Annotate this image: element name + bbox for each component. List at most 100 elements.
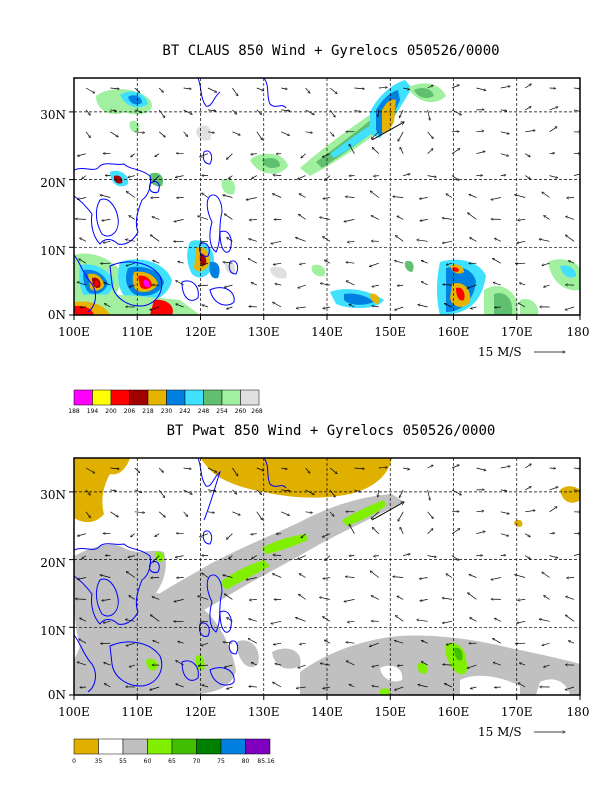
wind-vector	[476, 467, 486, 470]
wind-vector	[399, 109, 404, 118]
panel2-lon-label: 130E	[248, 705, 280, 719]
wind-vector	[198, 596, 209, 600]
wind-vector	[544, 596, 550, 600]
wind-vector	[346, 642, 355, 643]
panel2-lat-label: 0N	[48, 688, 66, 702]
wind-vector	[323, 237, 331, 242]
wind-vector	[202, 305, 209, 308]
panel1-colorbar-label: 218	[142, 408, 154, 415]
wind-vector	[301, 153, 306, 158]
wind-vector	[525, 130, 535, 133]
wind-vector	[451, 175, 459, 181]
wind-vector	[298, 664, 306, 668]
wind-vector	[224, 214, 233, 220]
wind-vector	[275, 664, 282, 665]
wind-vector	[176, 281, 184, 286]
wind-vector	[129, 664, 135, 667]
wind-vector	[451, 149, 460, 154]
wind-vector	[134, 467, 140, 473]
wind-vector	[470, 238, 477, 242]
wind-vector	[500, 153, 509, 156]
wind-vector	[131, 533, 136, 537]
panel2-axis-ticks	[69, 491, 581, 700]
wind-vector	[251, 282, 257, 286]
wind-vector	[305, 512, 313, 513]
wind-vector	[299, 194, 306, 198]
wind-vector	[198, 665, 209, 666]
wind-vector	[403, 174, 410, 176]
wind-vector	[246, 197, 257, 200]
panel1-lon-label: 170E	[501, 325, 533, 339]
wind-vector	[542, 572, 550, 578]
wind-vector	[567, 198, 575, 199]
wind-vector	[393, 577, 404, 578]
panel1-colorbar: 188 194 200 206 218 230 242 248 254 260 …	[68, 389, 263, 415]
wind-vector	[85, 467, 95, 473]
wind-vector	[249, 686, 257, 687]
wind-vector	[158, 131, 165, 137]
wind-vector	[320, 283, 331, 286]
panel1-lat-label: 0N	[48, 308, 66, 322]
wind-vector	[183, 511, 188, 517]
wind-vector	[281, 131, 289, 136]
wind-vector	[251, 154, 257, 155]
panel1-lon-label: 130E	[248, 325, 280, 339]
wind-vector	[126, 642, 135, 646]
wind-vector	[500, 110, 507, 111]
wind-vector	[77, 282, 87, 286]
wind-vector	[421, 282, 428, 286]
panel2-colorbar-label: 70	[193, 758, 201, 765]
wind-vector	[110, 468, 119, 469]
wind-vector	[500, 466, 510, 469]
wind-vector	[354, 489, 360, 492]
wind-vector	[104, 283, 111, 286]
wind-vector	[421, 662, 428, 666]
wind-vector	[104, 304, 111, 308]
wind-vector	[232, 109, 236, 114]
panel2-grid	[74, 458, 580, 695]
wind-vector	[134, 132, 145, 133]
panel1-lon-label: 100E	[58, 325, 90, 339]
wind-vector	[398, 131, 404, 141]
wind-vector	[565, 615, 575, 622]
wind-vector	[150, 235, 160, 242]
wind-vector	[349, 684, 355, 688]
wind-vector	[305, 467, 310, 473]
wind-vector	[155, 533, 160, 537]
wind-vector	[518, 683, 526, 688]
wind-vector	[378, 109, 379, 117]
wind-vector	[565, 686, 575, 690]
wind-vector	[344, 219, 355, 221]
wind-vector	[324, 640, 331, 644]
wind-vector	[256, 131, 263, 140]
panel1-colorbar-label: 230	[161, 408, 173, 415]
panel1-wind-vectors	[75, 84, 580, 310]
wind-vector	[329, 511, 334, 517]
wind-vector	[272, 574, 282, 578]
wind-vector	[349, 144, 355, 154]
wind-vector	[272, 194, 282, 198]
wind-vector	[493, 282, 501, 286]
panel2-colorbar: 0 35 55 60 65 70 75 80 85.16	[72, 738, 275, 765]
wind-vector	[565, 235, 575, 242]
wind-vector	[397, 596, 404, 600]
panel2-vector-reference: 15 M/S	[478, 725, 565, 739]
wind-vector	[500, 533, 509, 536]
wind-vector	[369, 642, 379, 646]
wind-vector	[249, 619, 257, 622]
panel1-colorbar-swatch	[147, 389, 167, 406]
wind-vector	[372, 686, 379, 687]
panel2-lon-labels: 100E 110E 120E 130E 140E 150E 160E 170E …	[58, 705, 589, 719]
wind-vector	[469, 574, 477, 578]
wind-vector	[281, 110, 290, 111]
wind-vector	[201, 262, 209, 266]
panel2-colorbar-label: 60	[144, 758, 152, 765]
wind-vector	[500, 511, 510, 514]
wind-vector	[469, 194, 477, 198]
wind-vector	[229, 175, 233, 179]
wind-vector	[150, 615, 160, 622]
wind-vector	[110, 88, 119, 89]
panel1-colorbar-swatch	[73, 389, 93, 406]
wind-vector	[200, 533, 209, 537]
wind-vector	[476, 131, 484, 132]
